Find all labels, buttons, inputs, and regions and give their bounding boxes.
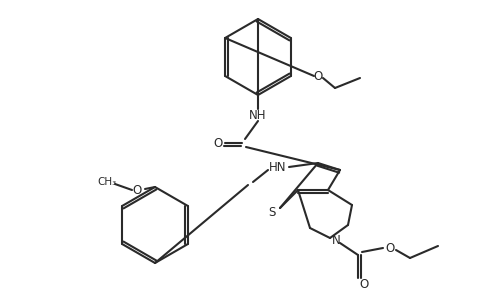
Text: O: O [313,69,323,83]
Text: CH₃: CH₃ [97,177,117,187]
Text: O: O [132,184,142,196]
Text: HN: HN [269,161,287,173]
Text: O: O [214,137,223,150]
Text: S: S [268,205,276,219]
Text: O: O [360,278,369,290]
Text: N: N [332,234,340,247]
Text: O: O [385,242,395,255]
Text: NH: NH [249,108,267,122]
